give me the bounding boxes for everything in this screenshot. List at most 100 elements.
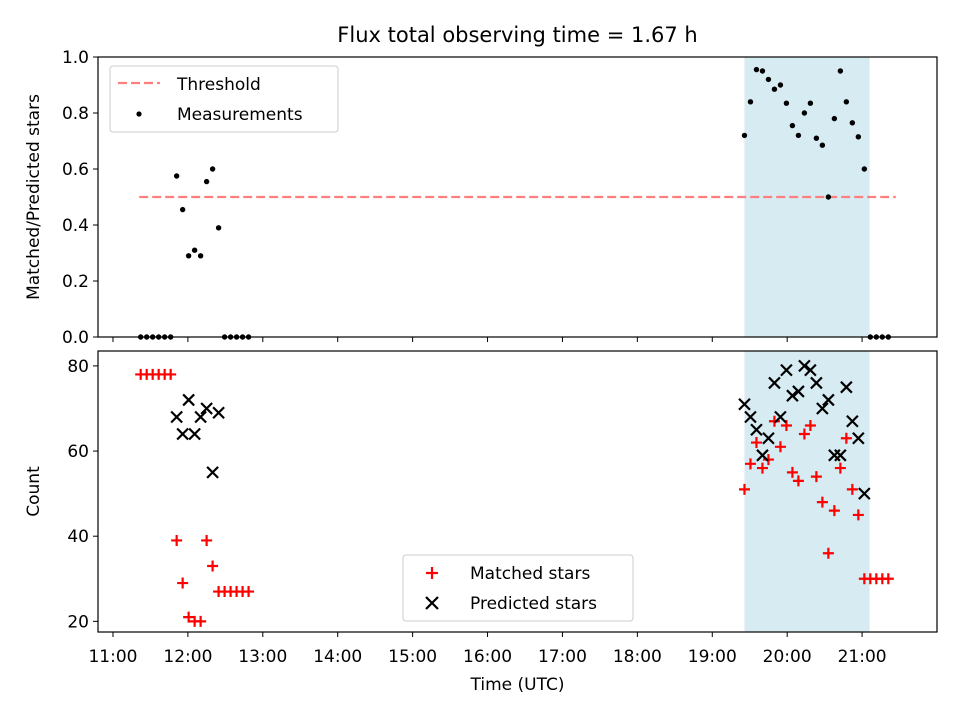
matched-star-point — [165, 368, 177, 380]
x-axis-label: Time (UTC) — [470, 675, 565, 695]
predicted-star-point — [206, 466, 219, 479]
bottom-x-tick-label: 12:00 — [163, 647, 212, 667]
predicted-star-point — [798, 359, 811, 373]
measurement-point — [771, 86, 778, 92]
bottom-y-ticks: 20 40 60 80 — [67, 357, 98, 632]
matched-star-point — [738, 483, 750, 495]
top-legend: Threshold Measurements — [109, 65, 339, 133]
predicted-star-point — [212, 406, 225, 420]
matched-star-point — [756, 462, 768, 474]
matched-star-point — [816, 496, 828, 508]
measurement-point — [185, 253, 192, 259]
chart-title: Flux total observing time = 1.67 h — [337, 23, 697, 47]
predicted-star-point — [792, 385, 805, 398]
measurement-point — [819, 142, 826, 148]
measurement-point — [831, 115, 838, 122]
matched-star-point — [195, 615, 207, 627]
bottom-x-tick-label: 11:00 — [88, 647, 137, 667]
top-x-ticks — [112, 337, 863, 342]
bottom-x-tick-label: 20:00 — [763, 647, 812, 667]
bottom-shaded-span — [744, 351, 870, 632]
matched-star-point — [792, 475, 804, 487]
matched-star-point — [768, 415, 780, 427]
bottom-y-axis-label: Count — [24, 466, 44, 517]
predicted-star-point — [816, 402, 829, 415]
bottom-x-tick-label: 13:00 — [238, 647, 287, 667]
predicted-star-point — [762, 432, 775, 445]
matched-star-point — [804, 420, 816, 432]
matched-star-point — [171, 534, 183, 546]
measurement-point — [741, 132, 748, 139]
measurement-point — [795, 132, 802, 139]
matched-star-point — [750, 437, 762, 449]
top-y-tick-label: 0.6 — [62, 160, 89, 180]
matched-star-point — [846, 483, 858, 495]
predicted-star-point — [786, 389, 799, 402]
measurement-point — [837, 68, 844, 74]
measurement-point — [759, 68, 766, 74]
top-y-tick-label: 0.8 — [62, 104, 89, 124]
bottom-axes-frame — [97, 350, 938, 633]
measurement-point — [209, 166, 216, 172]
measurement-point — [215, 225, 222, 231]
predicted-star-point — [834, 449, 847, 462]
predicted-star-point — [774, 410, 787, 424]
predicted-star-point — [200, 402, 213, 415]
measurement-point — [807, 100, 814, 106]
bottom-legend: Matched stars Predicted stars — [402, 554, 634, 622]
legend-predicted-swatch — [425, 596, 439, 610]
bottom-x-tick-label: 19:00 — [688, 647, 737, 667]
legend-matched-label: Matched stars — [470, 564, 590, 584]
measurement-point — [765, 76, 772, 83]
predicted-star-point — [822, 393, 835, 407]
top-points-group — [137, 66, 892, 340]
predicted-star-point — [194, 410, 207, 424]
matched-star-point — [822, 547, 834, 559]
predicted-star-point — [750, 423, 763, 437]
matched-star-point — [201, 534, 213, 546]
top-panel: 0.0 0.2 0.4 0.6 0.8 1.0 Flux total observing … — [24, 23, 938, 348]
predicted-star-point — [768, 376, 781, 390]
predicted-star-point — [176, 427, 189, 441]
top-y-tick-label: 0.2 — [62, 272, 89, 292]
predicted-star-point — [188, 427, 201, 441]
measurement-point — [179, 206, 186, 213]
bottom-x-tick-label: 17:00 — [538, 647, 587, 667]
measurement-point — [783, 100, 790, 106]
matched-star-point — [183, 611, 195, 623]
matched-star-point — [207, 560, 219, 572]
predicted-star-point — [858, 487, 871, 500]
legend-threshold-label: Threshold — [176, 75, 261, 95]
top-y-axis-label: Matched/Predicted stars — [24, 94, 44, 300]
predicted-star-point — [738, 397, 751, 411]
predicted-star-point — [182, 393, 195, 407]
predicted-star-point — [804, 363, 817, 377]
predicted-star-point — [852, 432, 865, 445]
predicted-star-point — [840, 380, 853, 394]
measurement-point — [813, 135, 820, 141]
measurement-point — [843, 99, 850, 105]
legend-measurements-swatch — [136, 111, 142, 117]
matched-star-point — [786, 466, 798, 478]
bottom-x-ticks: 11:00 12:00 13:00 14:00 15:00 16:00 17:00 18:00… — [88, 632, 887, 667]
predicted-star-point — [846, 414, 859, 428]
measurement-point — [825, 194, 832, 200]
matched-star-point — [177, 577, 189, 589]
top-y-tick-label: 0.0 — [62, 328, 89, 348]
bottom-y-tick-label: 60 — [67, 442, 89, 462]
matched-star-point — [744, 458, 756, 470]
predicted-star-point — [780, 363, 793, 377]
measurement-point — [753, 66, 760, 73]
bottom-y-tick-label: 20 — [67, 612, 89, 632]
measurement-point — [203, 178, 210, 185]
matched-star-point — [852, 509, 864, 521]
bottom-y-tick-label: 80 — [67, 357, 89, 377]
predicted-star-point — [170, 410, 183, 424]
matched-star-point — [243, 586, 255, 598]
measurement-point — [777, 82, 784, 88]
bottom-y-tick-label: 40 — [67, 527, 89, 547]
matched-star-point — [810, 471, 822, 483]
matched-star-point — [828, 505, 840, 517]
top-y-tick-label: 1.0 — [62, 48, 89, 68]
